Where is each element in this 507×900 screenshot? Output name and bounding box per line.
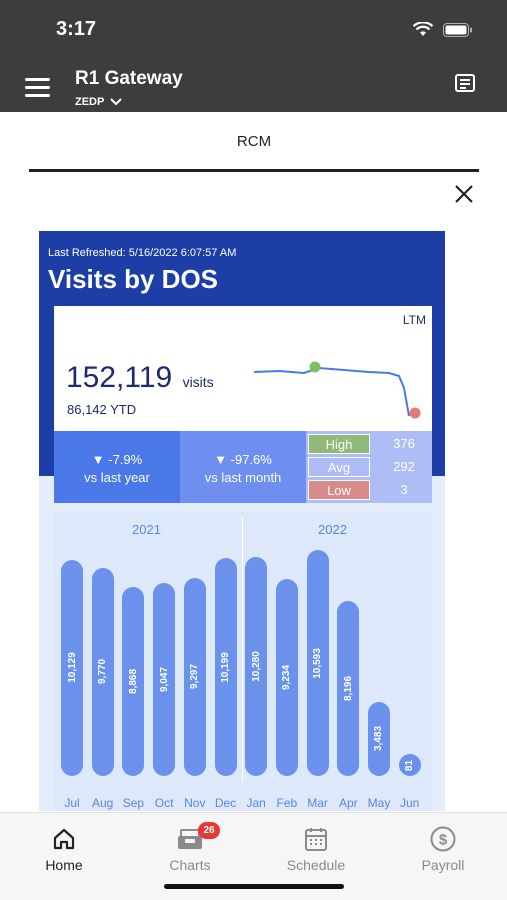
nav-payroll[interactable]: $ Payroll [393,825,493,873]
bar-apr[interactable] [337,601,360,776]
month-label-jul: Jul [64,796,80,810]
tab-rcm[interactable]: RCM [29,112,479,172]
month-label-sep: Sep [122,796,145,810]
month-label-aug: Aug [92,796,114,810]
bar-label-nov: 9,297 [189,664,201,690]
year-label-2022: 2022 [318,522,347,537]
sparkline-low-marker [409,407,421,419]
bar-label-oct: 9,047 [158,666,170,692]
bar-nov[interactable] [183,577,206,776]
month-label-mar: Mar [307,796,328,810]
vs-last-year: ▼ -7.9% vs last year [54,431,180,503]
high-avg-low-panel: High 376 Avg 292 Low 3 [306,431,432,503]
bar-label-dec: 10,199 [220,651,231,683]
bar-label-feb: 9,234 [281,664,293,690]
high-row: High 376 [308,434,430,454]
nav-charts[interactable]: 26 Charts [140,822,240,873]
month-label-feb: Feb [276,796,298,810]
charts-badge: 26 [198,822,220,839]
status-icons [413,22,473,37]
low-row: Low 3 [308,480,430,500]
nav-home-label: Home [45,857,83,873]
bar-feb[interactable] [275,578,298,776]
chevron-down-icon [110,98,123,106]
org-selector[interactable]: ZEDP [75,96,123,108]
monthly-visits-chart: 2021 2022 10,129 Jul 9,770 Aug 8,868 Sep 9,047… [54,512,432,811]
visits-total: 152,119 visits [66,361,214,395]
low-label: Low [308,480,370,500]
vs-last-year-label: vs last year [84,470,150,485]
nav-payroll-label: Payroll [421,857,465,873]
bar-label-mar: 10,593 [312,647,324,679]
notes-icon[interactable] [455,74,475,94]
month-label-jun: Jun [400,796,420,810]
last-refreshed: Last Refreshed: 5/16/2022 6:07:57 AM [48,247,237,259]
low-value: 3 [400,482,408,497]
bar-mar[interactable] [306,550,329,776]
month-label-may: May [367,796,391,810]
visits-dashboard: Last Refreshed: 5/16/2022 6:07:57 AM Vis… [39,231,445,811]
app-title: R1 Gateway [75,68,183,89]
vs-last-year-value: ▼ -7.9% [91,452,143,467]
bar-aug[interactable] [91,567,114,776]
dollar-icon: $ [430,826,456,852]
bar-jul[interactable] [61,559,83,776]
vs-last-month-value: ▼ -97.6% [214,452,272,467]
bar-label-jul: 10,129 [66,652,78,684]
vs-last-month-label: vs last month [204,470,282,485]
bar-label-jun: 81 [404,759,416,771]
avg-value: 292 [393,459,415,474]
bar-label-may: 3,483 [373,726,385,752]
status-time: 3:17 [56,18,97,40]
month-label-jan: Jan [246,796,266,810]
ltm-sparkline [253,361,421,419]
avg-row: Avg 292 [308,457,430,477]
high-label: High [308,434,370,454]
year-divider [242,517,243,782]
close-icon[interactable] [453,183,475,205]
period-label: LTM [402,313,426,327]
visits-value: 152,119 [66,361,173,394]
bar-label-aug: 9,770 [97,659,109,685]
calendar-icon [305,828,327,851]
home-icon [53,828,75,850]
month-label-apr: Apr [338,796,358,810]
bar-jun[interactable] [398,754,421,776]
bar-dec[interactable] [214,558,237,776]
nav-home[interactable]: Home [14,825,114,873]
status-bar: 3:17 [0,0,507,60]
app-bar: R1 Gateway ZEDP [0,60,507,112]
bar-jan[interactable] [245,556,268,776]
bar-label-jan: 10,280 [250,651,262,682]
bar-label-apr: 8,196 [342,676,354,702]
nav-schedule[interactable]: Schedule [266,825,366,873]
battery-icon [443,22,472,37]
bar-oct[interactable] [153,582,176,776]
inbox-icon [178,829,202,849]
vs-last-month: ▼ -97.6% vs last month [180,431,306,503]
wifi-icon [413,22,433,36]
nav-charts-label: Charts [169,857,211,873]
month-label-oct: Oct [154,796,174,810]
dashboard-title: Visits by DOS [48,264,219,294]
ytd-visits: 86,142 YTD [67,402,137,417]
bar-label-sep: 8,868 [127,668,139,694]
year-label-2021: 2021 [132,522,161,537]
sparkline-high-marker [309,361,321,373]
avg-label: Avg [308,457,370,477]
svg-text:$: $ [439,832,448,849]
home-indicator [164,884,344,889]
nav-schedule-label: Schedule [286,857,346,873]
high-value: 376 [393,436,415,451]
month-label-dec: Dec [214,796,237,810]
month-label-nov: Nov [184,796,206,810]
menu-icon[interactable] [25,78,50,98]
kpi-card: LTM 152,119 visits 86,142 YTD [54,306,432,431]
bar-may[interactable] [368,701,390,776]
visits-unit: visits [182,374,214,390]
bar-sep[interactable] [122,586,145,776]
org-label: ZEDP [75,96,105,108]
tab-strip: RCM [0,112,507,174]
